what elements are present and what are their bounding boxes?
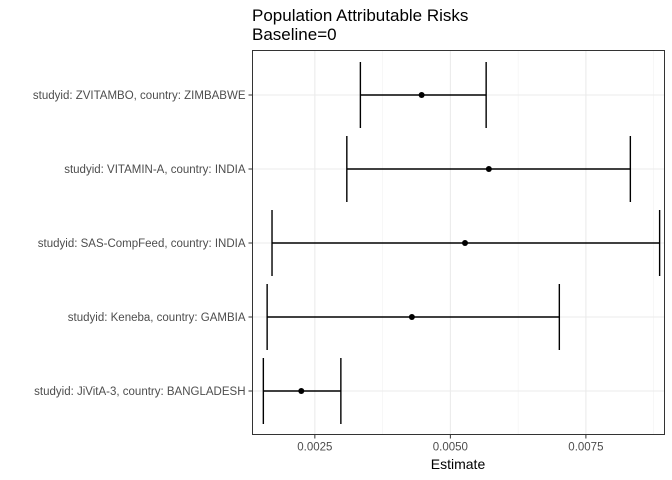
y-tick-label: studyid: JiVitA-3, country: BANGLADESH xyxy=(34,386,245,398)
y-tick-label: studyid: Keneba, country: GAMBIA xyxy=(68,312,246,324)
y-tick-label: studyid: VITAMIN-A, country: INDIA xyxy=(64,164,246,176)
x-axis: 0.0025 0.0050 0.0075 xyxy=(297,434,603,454)
data-marks xyxy=(262,62,661,424)
x-axis-label: Estimate xyxy=(431,456,486,472)
x-tick-label: 0.0050 xyxy=(433,442,468,454)
point-estimate xyxy=(462,240,469,246)
point-estimate xyxy=(485,166,492,172)
point-estimate xyxy=(298,388,305,394)
y-tick-label: studyid: ZVITAMBO, country: ZIMBABWE xyxy=(33,90,246,102)
point-estimate xyxy=(418,92,425,98)
y-tick-label: studyid: SAS-CompFeed, country: INDIA xyxy=(38,238,246,250)
chart-title: Population Attributable Risks xyxy=(252,6,468,25)
chart-subtitle: Baseline=0 xyxy=(252,25,337,44)
y-axis: studyid: ZVITAMBO, country: ZIMBABWE stud… xyxy=(33,90,253,398)
x-tick-label: 0.0025 xyxy=(297,442,332,454)
x-tick-label: 0.0075 xyxy=(568,442,603,454)
point-estimate xyxy=(408,314,415,320)
